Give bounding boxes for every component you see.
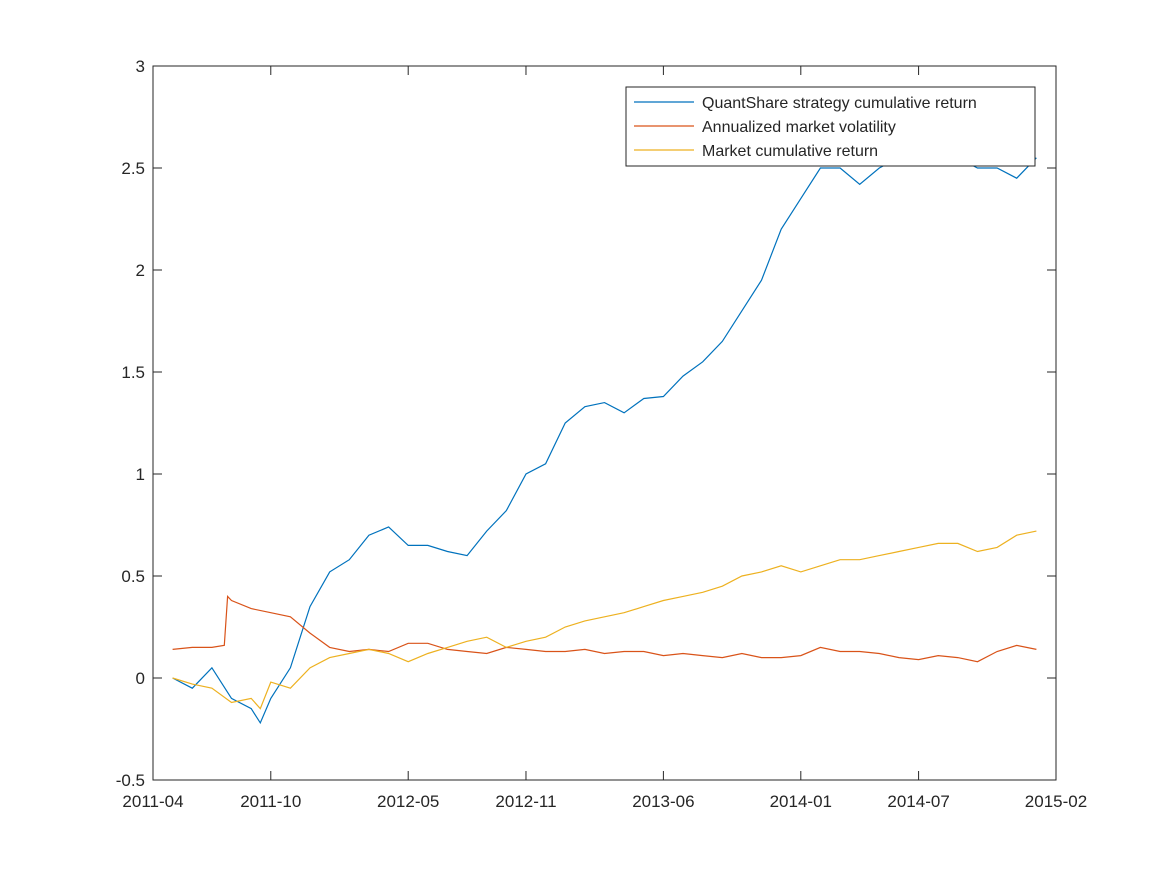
tick-layer: -0.5 0 0.5 1 1.5 2 2.5 3 2011-04 2011-10 2012-05 20… [116, 57, 1087, 811]
plot-area: -0.5 0 0.5 1 1.5 2 2.5 3 2011-04 2011-10 2012-05 20… [116, 57, 1087, 811]
legend-label-3: Market cumulative return [702, 143, 878, 160]
axes-box [152, 65, 1057, 781]
y-tick-label: 2 [136, 261, 145, 280]
x-tick-label: 2012-11 [495, 792, 556, 811]
series-line-3 [172, 530, 1037, 710]
y-tick-label: 3 [136, 57, 145, 76]
x-tick-label: 2014-01 [770, 792, 832, 811]
x-tick-label: 2011-04 [122, 792, 183, 811]
series-line-2 [172, 594, 1037, 663]
x-tick-label: 2013-06 [632, 792, 694, 811]
x-tick-label: 2014-07 [887, 792, 949, 811]
x-tick-label: 2011-10 [240, 792, 301, 811]
y-tick-label: -0.5 [116, 771, 145, 790]
x-tick-label: 2015-02 [1025, 792, 1087, 811]
y-tick-label: 0 [136, 669, 145, 688]
legend-box [625, 86, 1036, 167]
legend: QuantShare strategy cumulative return Ann… [625, 86, 1036, 167]
x-tick-label: 2012-05 [377, 792, 439, 811]
legend-label-1: QuantShare strategy cumulative return [702, 95, 977, 112]
y-tick-label: 1 [136, 465, 145, 484]
legend-label-2: Annualized market volatility [702, 119, 896, 136]
y-tick-label: 0.5 [121, 567, 145, 586]
y-tick-label: 2.5 [121, 159, 145, 178]
y-tick-label: 1.5 [121, 363, 145, 382]
